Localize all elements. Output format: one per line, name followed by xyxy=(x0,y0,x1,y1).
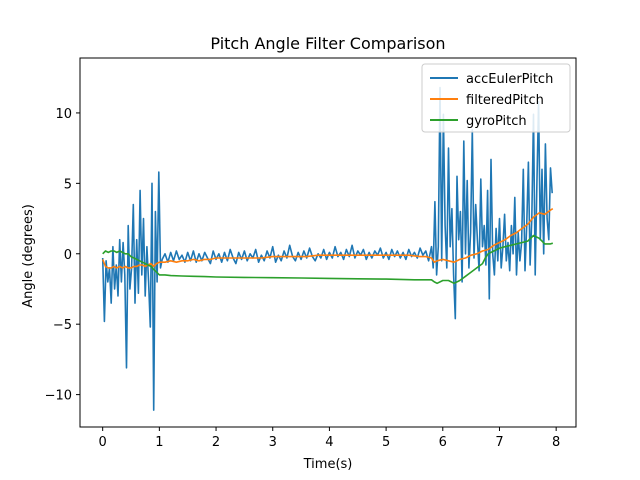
legend-label-filteredPitch: filteredPitch xyxy=(466,93,544,108)
legend-label-accEulerPitch: accEulerPitch xyxy=(466,72,553,87)
series-line-gyroPitch xyxy=(102,234,554,285)
x-tick-label: 8 xyxy=(552,435,560,450)
x-tick-label: 4 xyxy=(325,435,333,450)
x-tick-label: 0 xyxy=(99,435,107,450)
y-tick-label: −10 xyxy=(45,389,72,404)
legend-box xyxy=(421,63,571,133)
series-line-accEulerPitch xyxy=(101,86,553,411)
y-tick-label: −5 xyxy=(53,318,72,333)
legend-label-gyroPitch: gyroPitch xyxy=(466,114,527,129)
x-tick-label: 5 xyxy=(382,435,390,450)
x-tick-label: 6 xyxy=(439,435,447,450)
series-line-filteredPitch xyxy=(101,208,554,269)
chart-title: Pitch Angle Filter Comparison xyxy=(210,34,445,53)
y-tick-label: 0 xyxy=(64,248,72,263)
x-tick-label: 2 xyxy=(212,435,220,450)
y-axis-label: Angle (degrees) xyxy=(21,204,36,308)
x-tick-label: 1 xyxy=(155,435,163,450)
axes-frame xyxy=(79,57,577,428)
legend: accEulerPitch filteredPitch gyroPitch xyxy=(421,63,571,133)
plot-area xyxy=(101,86,554,411)
x-axis-label: Time(s) xyxy=(303,457,353,472)
x-tick-label: 7 xyxy=(495,435,503,450)
y-tick-label: 10 xyxy=(55,107,72,122)
axes: 0 1 2 3 4 5 6 7 8 −10 −5 0 5 10 xyxy=(45,57,577,450)
x-tick-label: 3 xyxy=(269,435,277,450)
y-tick-label: 5 xyxy=(64,177,72,192)
